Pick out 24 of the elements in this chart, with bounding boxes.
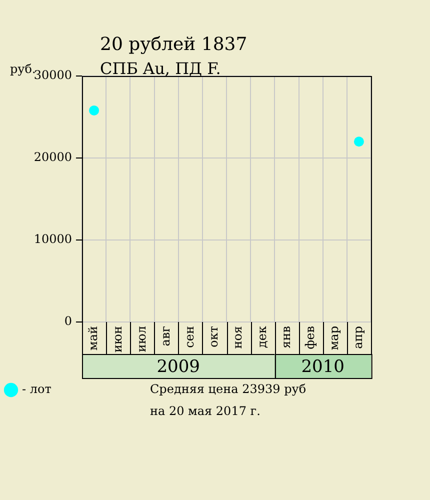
x-tick-label: сен [182,326,196,348]
text: 2009 [156,357,200,377]
x-tick-label: фев [302,326,317,350]
x-tick-label: мар [327,326,341,350]
chart-subtitle: СПБ Au, ПД F. [100,59,221,78]
text: на 20 мая 2017 г. [150,404,260,418]
y-tick-label: 30000 [34,68,72,82]
x-tick-label: янв [278,326,293,348]
y-tick-label: 0 [64,314,72,328]
x-tick-label: окт [206,326,221,348]
y-tick-label: 20000 [34,150,72,164]
y-axis-title: руб. [10,62,36,76]
x-tick-label: май [86,326,100,350]
chart-title: 20 рублей 1837 [100,34,248,55]
x-tick-label: ноя [230,326,245,349]
x-tick-label: дек [254,326,269,348]
legend-label: - лот [22,382,52,396]
x-tick-label: июл [134,326,148,352]
text: Средняя цена 23939 руб [150,382,306,396]
y-tick-label: 10000 [34,232,72,246]
x-tick-label: апр [351,326,366,349]
x-tick-label: авг [158,326,172,346]
text: 2010 [301,357,344,377]
x-tick-label: июн [110,326,124,352]
